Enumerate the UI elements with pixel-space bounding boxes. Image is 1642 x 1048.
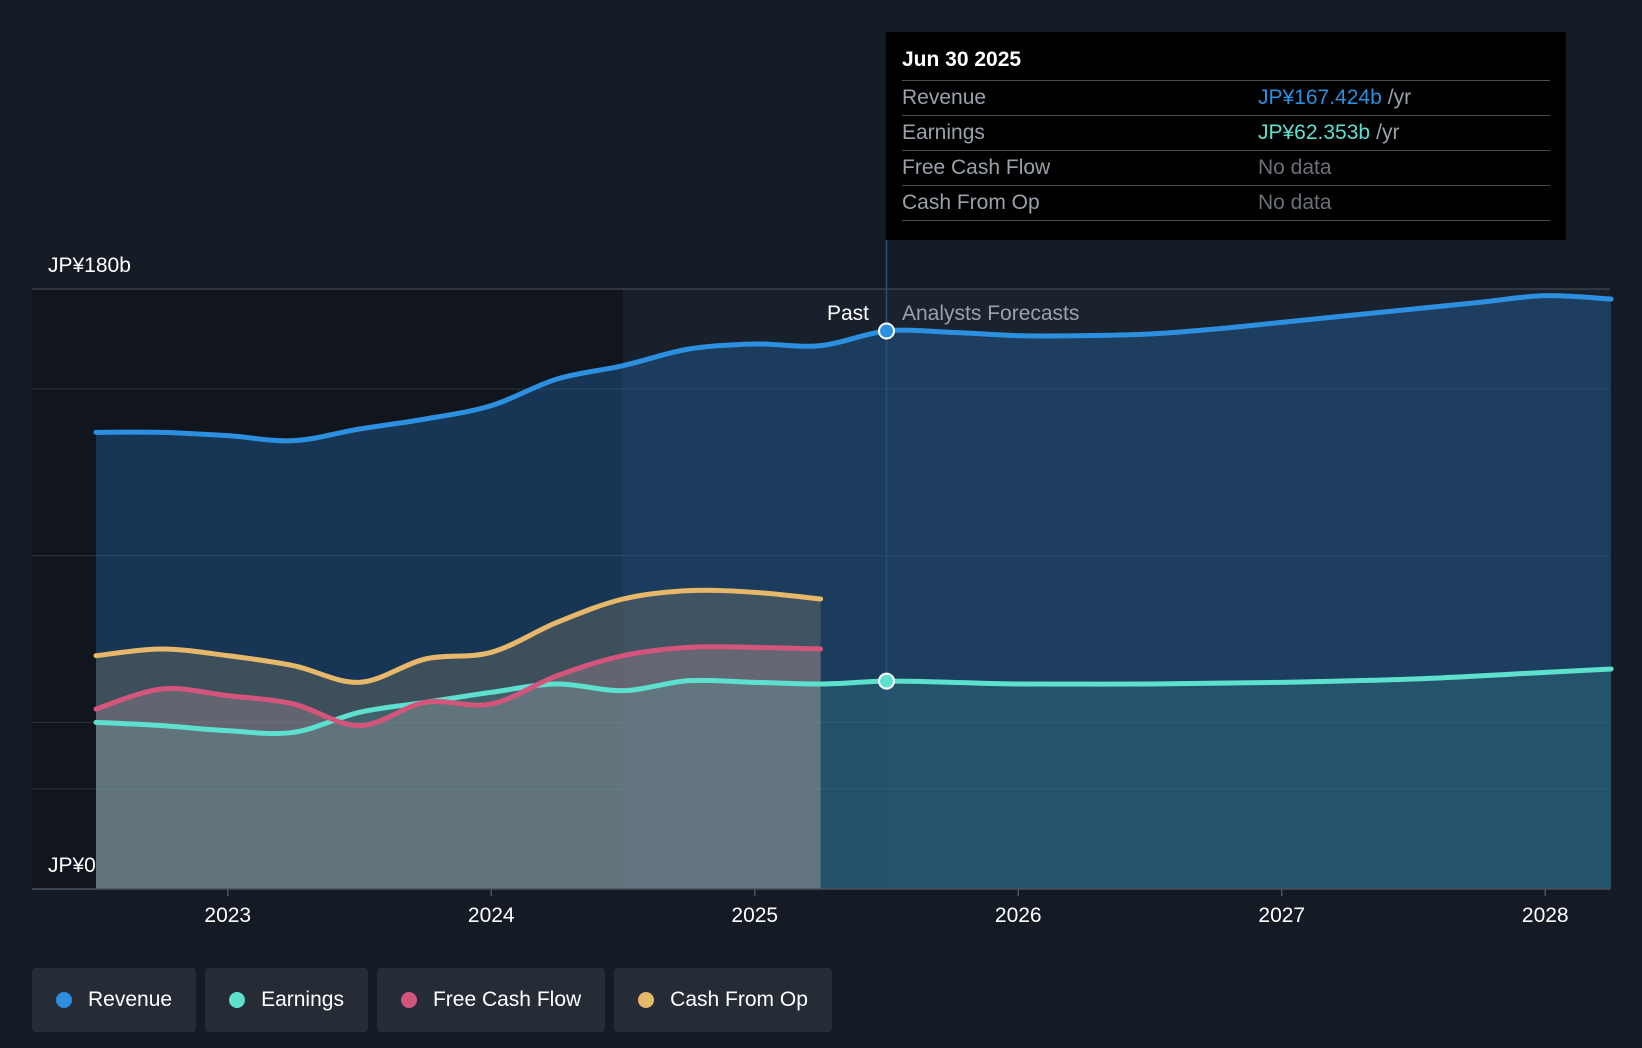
tooltip-row-value: JP¥167.424b <box>1258 86 1382 109</box>
legend-label: Cash From Op <box>670 988 808 1011</box>
marker-earnings <box>878 672 895 690</box>
marker-revenue <box>878 322 895 340</box>
tooltip-row-cash-from-op: Cash From Op No data <box>902 185 1550 221</box>
tooltip-row-unit: /yr <box>1387 86 1412 109</box>
tooltip-row-earnings: Earnings JP¥62.353b /yr <box>902 115 1550 150</box>
x-tick-label: 2026 <box>995 904 1042 927</box>
tooltip-row-label: Free Cash Flow <box>902 156 1051 179</box>
legend-label: Earnings <box>261 988 344 1011</box>
tooltip-row-value: No data <box>1258 156 1332 179</box>
tooltip-row-unit: /yr <box>1376 121 1400 144</box>
line-cash-from-op <box>93 587 824 685</box>
tooltip-row-label: Cash From Op <box>902 191 1040 214</box>
y-axis-top-label: JP¥180b <box>48 254 131 277</box>
dot-icon <box>56 992 72 1008</box>
tooltip-row-revenue: Revenue JP¥167.424b /yr <box>902 80 1550 115</box>
series-lines <box>93 293 1614 737</box>
tooltip-markers <box>878 322 895 690</box>
dot-icon <box>400 992 417 1008</box>
tooltip-row-value: No data <box>1258 191 1332 214</box>
legend-item-cash-from-op[interactable]: Cash From Op <box>614 968 832 1032</box>
dot-icon <box>638 992 655 1008</box>
x-tick-label: 2024 <box>468 904 515 927</box>
area-revenue <box>96 295 1612 889</box>
legend-label: Revenue <box>88 988 173 1011</box>
area-earnings <box>96 669 1612 889</box>
x-tick-label: 2025 <box>731 904 778 927</box>
axes: 2023 2024 2025 2026 2027 2028 <box>32 888 1610 927</box>
tooltip-row-label: Revenue <box>902 86 987 109</box>
gridlines <box>32 288 1610 790</box>
series-areas <box>96 240 1612 889</box>
legend-item-free-cash-flow[interactable]: Free Cash Flow <box>376 968 606 1032</box>
legend-item-earnings[interactable]: Earnings <box>205 968 368 1032</box>
line-revenue <box>93 293 1614 444</box>
dot-icon <box>229 992 246 1008</box>
x-tick-label: 2023 <box>204 904 251 927</box>
line-earnings <box>93 666 1614 737</box>
past-label: Past <box>827 302 869 325</box>
tooltip: Jun 30 2025 Revenue JP¥167.424b /yr Earn… <box>886 32 1566 240</box>
legend: Revenue Earnings Free Cash Flow Cash Fro… <box>32 968 832 1032</box>
tooltip-row-label: Earnings <box>902 121 985 144</box>
x-tick-label: 2028 <box>1522 904 1569 927</box>
tooltip-row-value: JP¥62.353b <box>1258 121 1371 144</box>
tooltip-date: Jun 30 2025 <box>902 48 1022 71</box>
area-free-cash-flow <box>96 646 821 889</box>
legend-label: Free Cash Flow <box>432 988 582 1011</box>
tooltip-row-free-cash-flow: Free Cash Flow No data <box>902 150 1550 185</box>
legend-item-revenue[interactable]: Revenue <box>32 968 197 1032</box>
x-tick-label: 2027 <box>1258 904 1305 927</box>
y-axis-bottom-label: JP¥0 <box>48 854 96 877</box>
forecast-label: Analysts Forecasts <box>902 302 1079 325</box>
line-free-cash-flow <box>93 644 824 729</box>
